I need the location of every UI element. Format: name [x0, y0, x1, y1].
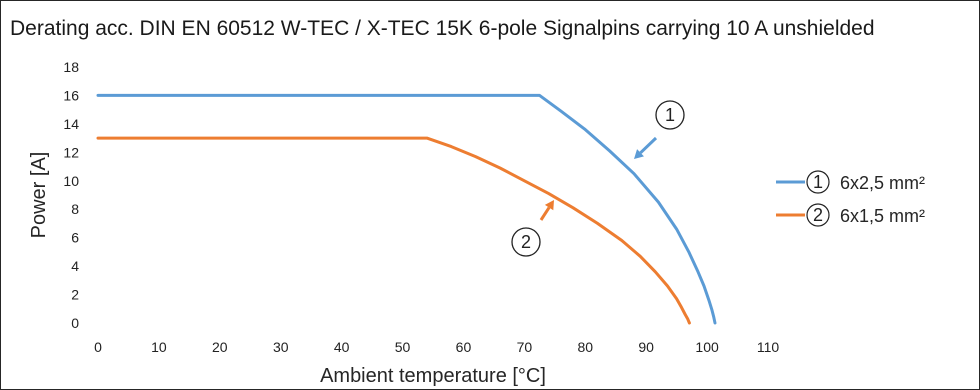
- annotation-2-arrow-head: [544, 200, 554, 211]
- annotation-2-number: 2: [521, 232, 531, 252]
- x-tick-label: 100: [695, 339, 719, 355]
- x-tick-label: 30: [273, 339, 289, 355]
- y-tick-label: 14: [63, 116, 79, 132]
- x-tick-label: 40: [334, 339, 350, 355]
- y-tick-label: 2: [71, 287, 79, 303]
- y-tick-label: 6: [71, 230, 79, 246]
- x-tick-label: 90: [638, 339, 654, 355]
- annotation-1-arrow-head: [634, 149, 644, 159]
- chart-title: Derating acc. DIN EN 60512 W-TEC / X-TEC…: [10, 17, 875, 40]
- annotation-2: 2: [511, 227, 541, 257]
- legend-item-2: 2 6x1,5 mm²: [776, 203, 925, 227]
- x-tick-label: 10: [151, 339, 167, 355]
- x-tick-label: 80: [577, 339, 593, 355]
- legend-marker-circle: [806, 203, 830, 227]
- annotation-2-arrow: [539, 200, 554, 221]
- legend-marker-number: 2: [813, 205, 823, 225]
- y-tick-labels: 0 2 4 6 8 10 12 14 16 18: [63, 59, 79, 331]
- curve-annotations: 12: [511, 100, 685, 257]
- y-tick-label: 10: [63, 173, 79, 189]
- y-tick-label: 4: [71, 258, 79, 274]
- series-line-2: [96, 136, 691, 325]
- x-tick-labels: 0 10 20 30 40 50 60 70 80 90 100 110: [94, 339, 779, 355]
- y-tick-label: 18: [63, 59, 79, 75]
- x-tick-label: 60: [456, 339, 472, 355]
- legend-item-1: 1 6x2,5 mm²: [776, 170, 925, 194]
- x-tick-label: 0: [94, 339, 102, 355]
- legend-marker-circle: [806, 170, 830, 194]
- x-tick-label: 70: [517, 339, 533, 355]
- x-tick-label: 110: [757, 339, 780, 355]
- legend-label: 6x2,5 mm²: [840, 173, 925, 193]
- y-tick-label: 8: [71, 201, 79, 217]
- y-tick-label: 0: [71, 315, 79, 331]
- annotation-1-arrow-shaft: [639, 136, 658, 154]
- annotation-1-arrow: [634, 136, 658, 159]
- x-tick-label: 20: [212, 339, 228, 355]
- x-tick-label: 50: [395, 339, 411, 355]
- y-axis-title: Power [A]: [28, 152, 50, 239]
- annotation-2-circle: [511, 227, 541, 257]
- series-lines: [96, 93, 717, 325]
- legend-label: 6x1,5 mm²: [840, 206, 925, 226]
- x-axis-title: Ambient temperature [°C]: [320, 365, 546, 387]
- legend-marker-number: 1: [813, 172, 823, 192]
- series-line-1: [96, 93, 717, 325]
- annotation-1: 1: [655, 100, 685, 130]
- annotation-1-circle: [655, 100, 685, 130]
- annotation-1-number: 1: [665, 105, 675, 125]
- annotation-2-arrow-shaft: [539, 206, 551, 221]
- y-tick-label: 16: [63, 87, 79, 103]
- y-tick-label: 12: [63, 144, 79, 160]
- legend: 1 6x2,5 mm² 2 6x1,5 mm²: [776, 170, 925, 227]
